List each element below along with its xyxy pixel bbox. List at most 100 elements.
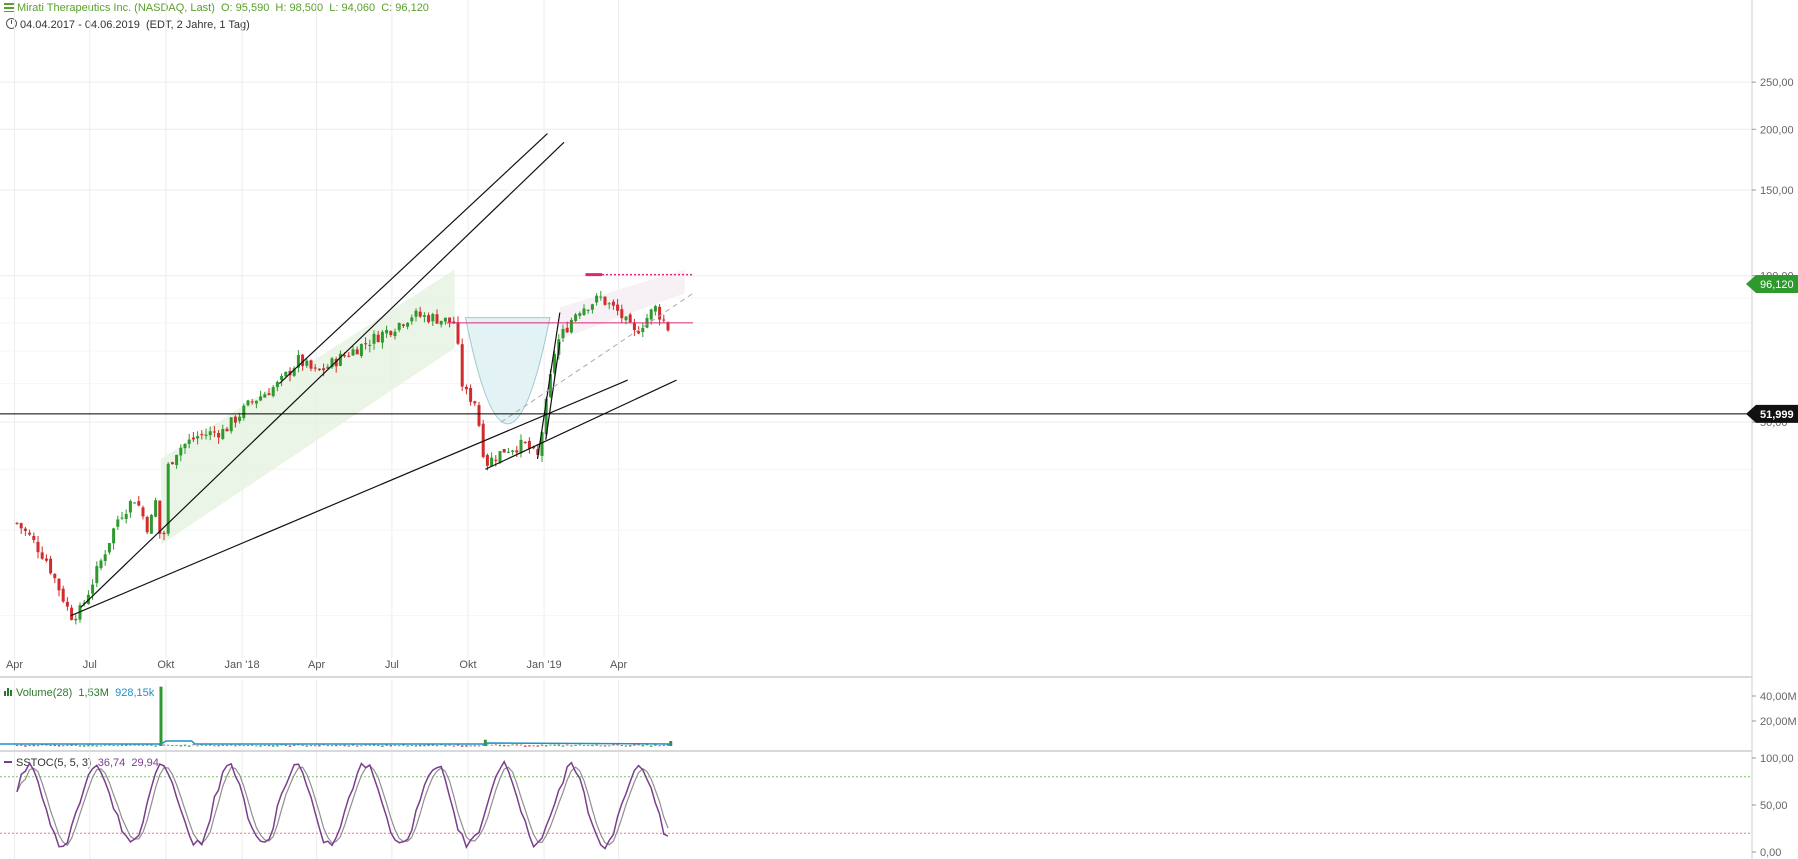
candle-body bbox=[141, 507, 145, 517]
candle-body bbox=[376, 334, 380, 343]
volume-bar bbox=[78, 745, 82, 747]
volume-bar bbox=[465, 745, 468, 747]
candle-body bbox=[187, 439, 191, 444]
volume-bar bbox=[200, 744, 203, 746]
candle-body bbox=[112, 528, 116, 544]
volume-bar bbox=[473, 745, 476, 747]
candle-body bbox=[49, 558, 53, 574]
candle-body bbox=[200, 434, 204, 436]
candle-body bbox=[511, 450, 515, 452]
date-range: 04.04.2017 - 04.06.2019 (EDT, 2 Jahre, 1… bbox=[6, 18, 250, 31]
volume-bar bbox=[561, 745, 565, 747]
clock-icon bbox=[6, 18, 17, 29]
volume-bar bbox=[532, 745, 535, 747]
candle-body bbox=[57, 578, 61, 591]
volume-bar bbox=[267, 744, 271, 747]
volume-bar bbox=[427, 744, 430, 747]
trend-lines[interactable] bbox=[0, 133, 1752, 617]
line-legend-icon bbox=[4, 761, 12, 763]
candle-body bbox=[154, 500, 158, 517]
volume-bar bbox=[305, 745, 308, 747]
candle-body bbox=[225, 428, 229, 432]
last-price-tag bbox=[1746, 275, 1798, 294]
volume-bar bbox=[599, 745, 602, 747]
candle-body bbox=[359, 343, 363, 357]
stochastic-d-line bbox=[16, 764, 669, 847]
volume-bar bbox=[524, 745, 527, 748]
candle-body bbox=[204, 434, 208, 436]
drawing-overlays bbox=[160, 269, 685, 545]
candle-body bbox=[586, 309, 590, 311]
volume-bar bbox=[108, 744, 111, 746]
volume-bar bbox=[20, 744, 23, 746]
volume-bar bbox=[608, 745, 611, 747]
volume-bar bbox=[603, 745, 607, 747]
y-tick-label: 150,00 bbox=[1760, 185, 1794, 197]
volume-bar bbox=[179, 744, 182, 747]
volume-bar bbox=[658, 745, 661, 747]
volume-average-line bbox=[0, 740, 672, 745]
volume-bar bbox=[410, 745, 413, 747]
candle-body bbox=[355, 349, 359, 355]
volume-bar bbox=[377, 744, 380, 746]
volume-bar bbox=[444, 744, 447, 747]
volume-bar bbox=[612, 744, 615, 746]
volume-bar bbox=[74, 744, 77, 746]
support-line-2 bbox=[80, 141, 565, 608]
volume-bar bbox=[570, 745, 573, 747]
volume-bar bbox=[637, 744, 640, 746]
volume-bar bbox=[486, 744, 489, 746]
volume-bar bbox=[582, 745, 586, 747]
candle-body bbox=[158, 500, 162, 534]
candle-body bbox=[519, 439, 523, 454]
volume-bar bbox=[293, 744, 296, 747]
candle-body bbox=[406, 322, 410, 327]
volume-bar bbox=[297, 744, 300, 746]
volume-bar bbox=[62, 745, 65, 747]
candle-body bbox=[658, 306, 662, 320]
candle-body bbox=[368, 344, 372, 346]
candle-body bbox=[599, 296, 603, 298]
volume-bar bbox=[372, 744, 376, 746]
volume-bar bbox=[209, 744, 212, 746]
candle-body bbox=[595, 295, 599, 303]
volume-bar bbox=[125, 744, 128, 746]
volume-bar bbox=[498, 744, 502, 747]
volume-bar bbox=[629, 745, 632, 747]
volume-bar bbox=[419, 744, 422, 747]
x-tick-label: Jan '18 bbox=[225, 659, 260, 671]
candle-body bbox=[326, 366, 330, 369]
volume-bar bbox=[45, 744, 48, 746]
volume-bar bbox=[99, 745, 103, 747]
volume-title: Volume(28) bbox=[16, 687, 73, 699]
candle-body bbox=[313, 367, 317, 369]
candle-body bbox=[574, 314, 578, 321]
volume-bar bbox=[284, 744, 287, 746]
candle-body bbox=[410, 317, 414, 322]
candle-body bbox=[74, 618, 78, 621]
volume-bar bbox=[339, 744, 342, 746]
volume-bar bbox=[91, 744, 94, 747]
volume-bar bbox=[503, 744, 506, 747]
support-line-1 bbox=[70, 379, 628, 617]
volume-bar bbox=[36, 745, 40, 747]
candle-body bbox=[170, 462, 174, 465]
level-price-tag bbox=[1746, 404, 1798, 423]
volume-bar bbox=[66, 744, 69, 746]
x-tick-label: Jul bbox=[83, 659, 97, 671]
candle-body bbox=[611, 301, 615, 306]
chart-menu-icon[interactable] bbox=[4, 3, 14, 12]
volume-bar bbox=[360, 745, 363, 747]
volume-bar bbox=[469, 745, 472, 747]
candle-body bbox=[267, 393, 271, 396]
volume-bar bbox=[645, 744, 649, 746]
volume-bar bbox=[141, 744, 145, 746]
candle-body bbox=[254, 400, 258, 404]
volume-bar bbox=[662, 744, 665, 746]
candle-body bbox=[317, 368, 321, 371]
candle-body bbox=[191, 437, 195, 440]
candle-body bbox=[662, 319, 666, 321]
volume-bar bbox=[183, 744, 187, 747]
candle-body bbox=[553, 353, 557, 374]
